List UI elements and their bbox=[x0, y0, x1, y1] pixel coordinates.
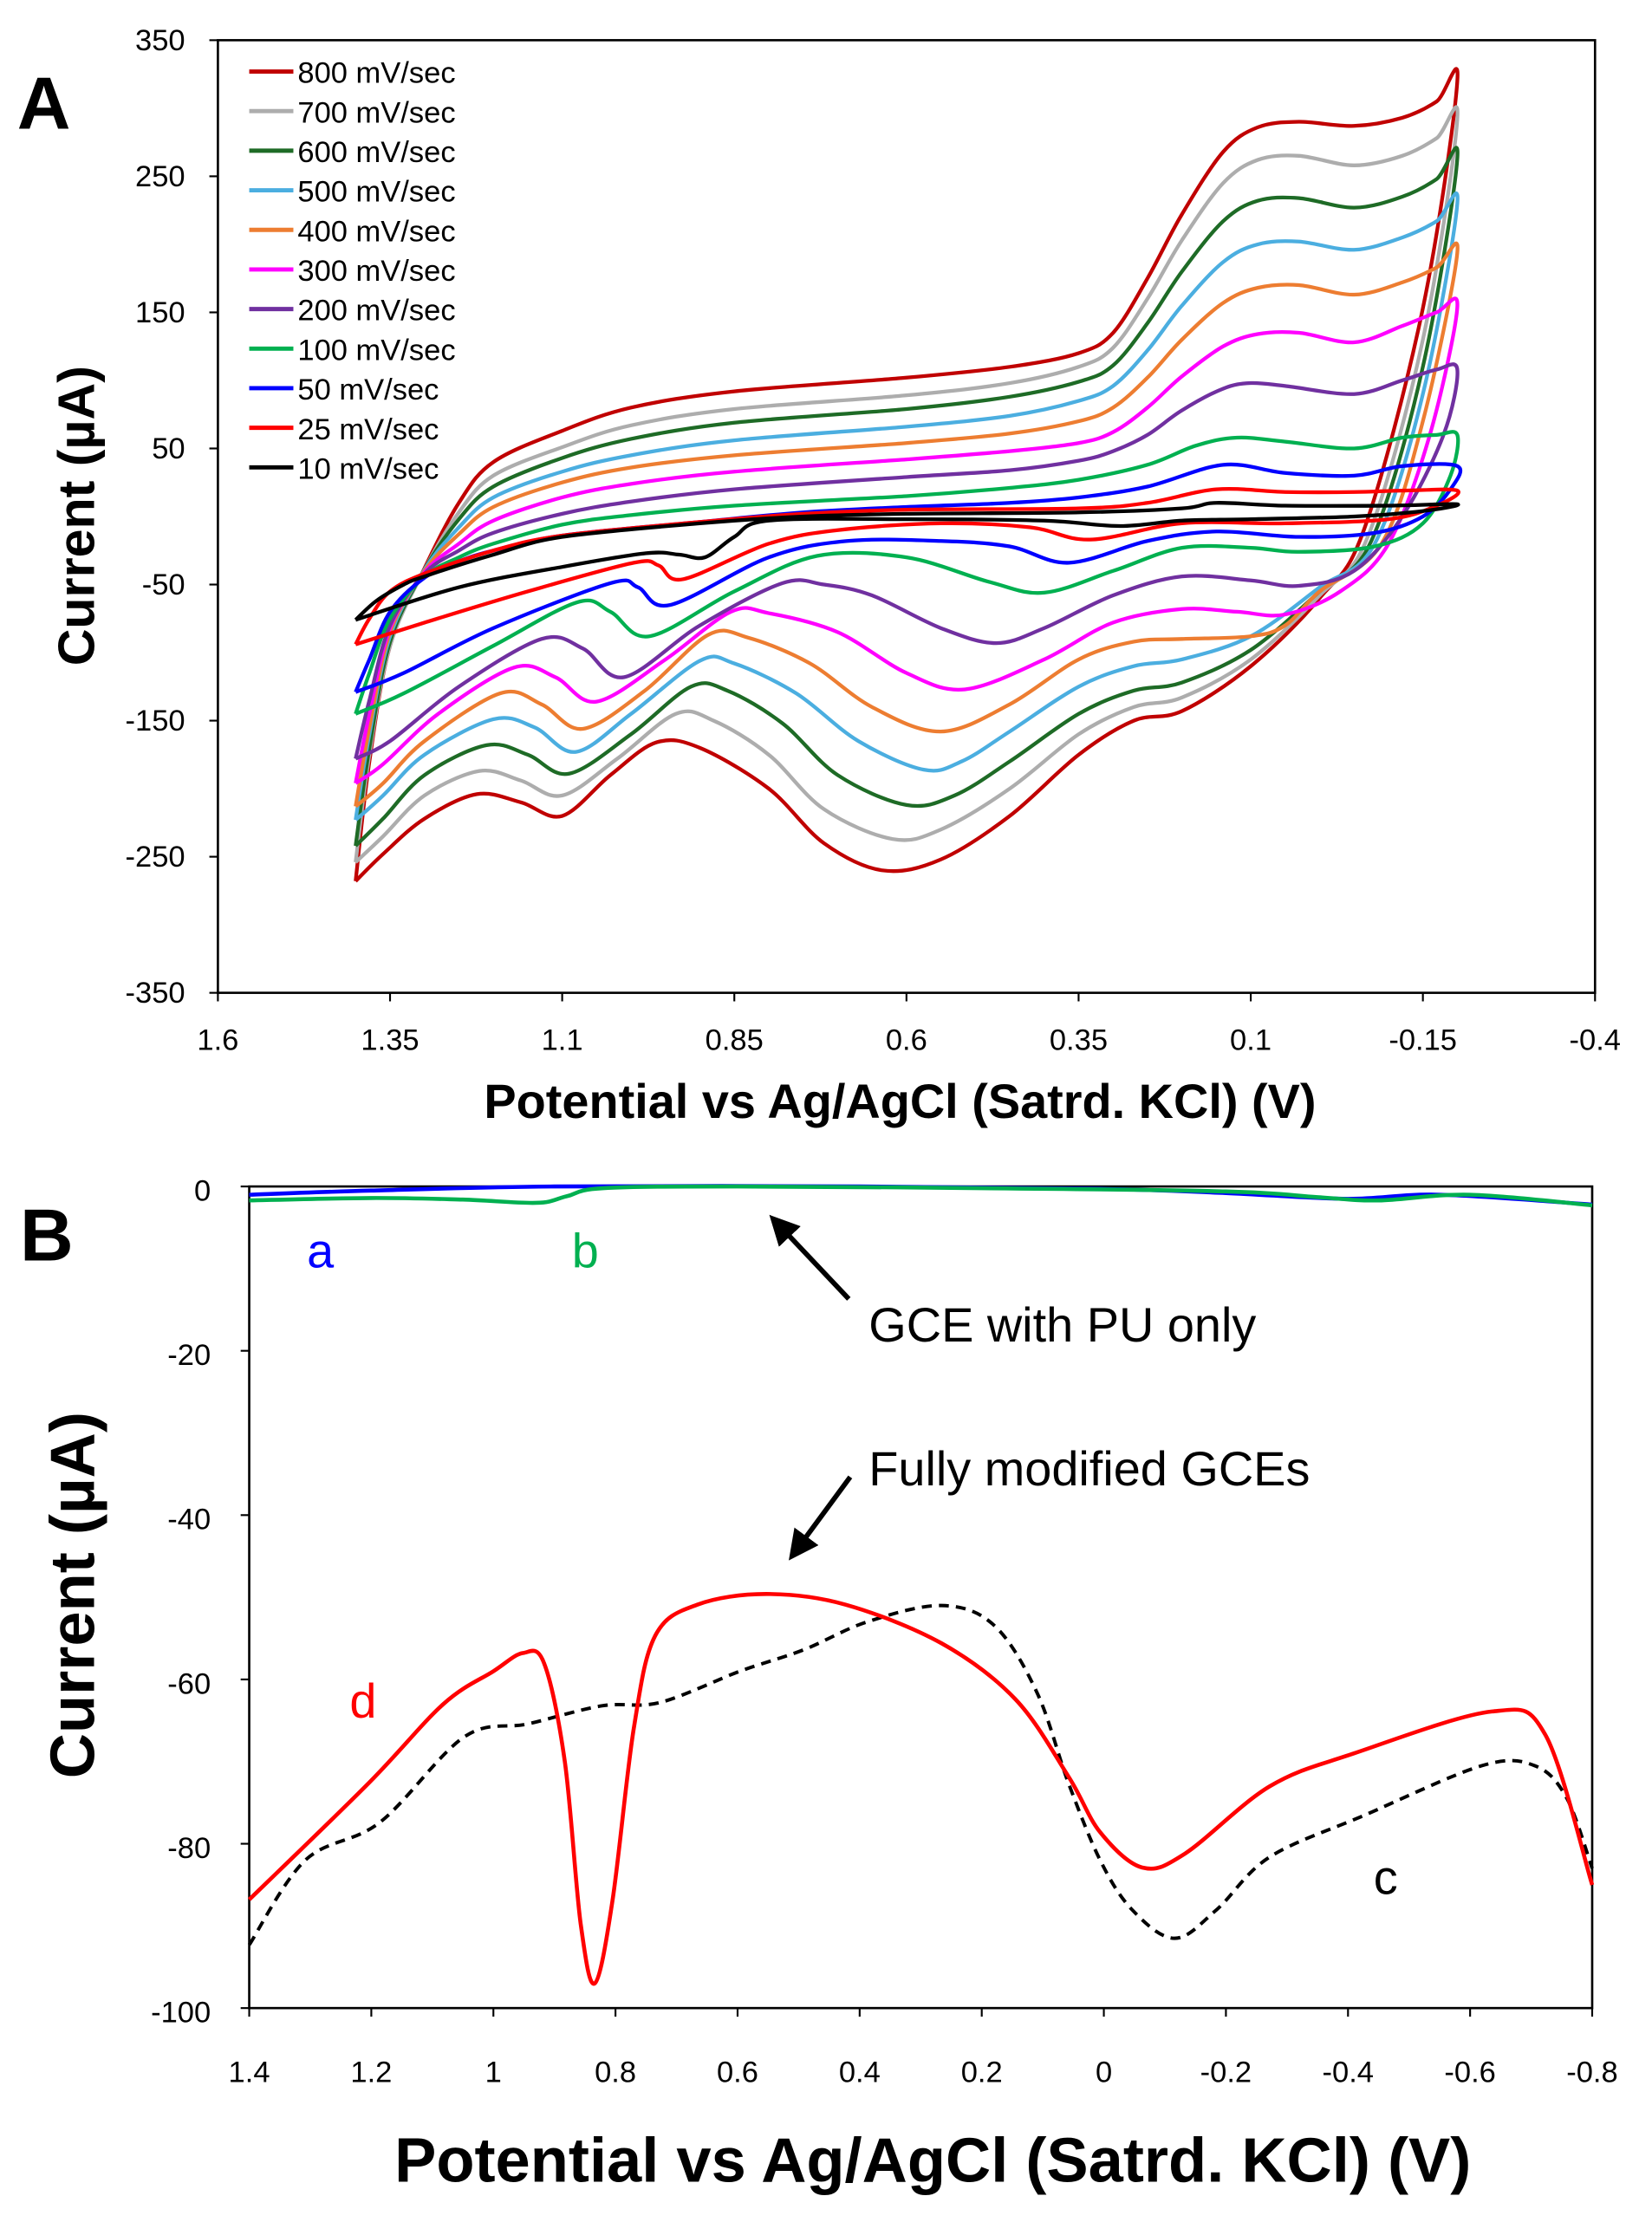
x-tick-label-b: -0.8 bbox=[1566, 2056, 1617, 2089]
legend-label: 500 mV/sec bbox=[297, 176, 455, 209]
x-tick-label-a: 0.85 bbox=[706, 1023, 764, 1056]
y-tick-label-a: 250 bbox=[135, 160, 185, 193]
y-tick-label-a: -150 bbox=[126, 705, 185, 737]
y-tick-label-a: -50 bbox=[142, 568, 185, 601]
y-tick-label-b: -60 bbox=[167, 1667, 211, 1700]
legend-label: 300 mV/sec bbox=[297, 255, 455, 288]
y-tick-label-a: -250 bbox=[126, 841, 185, 874]
legend-label: 25 mV/sec bbox=[297, 413, 439, 446]
x-tick-label-b: 1.4 bbox=[229, 2056, 270, 2089]
y-tick-label-b: -100 bbox=[151, 1997, 211, 2030]
x-tick-label-a: 0.35 bbox=[1050, 1023, 1108, 1056]
x-tick-label-b: -0.4 bbox=[1323, 2056, 1374, 2089]
x-tick-label-b: 0.6 bbox=[717, 2056, 758, 2089]
legend-label: 800 mV/sec bbox=[297, 57, 455, 90]
arrow-icon bbox=[789, 1475, 853, 1561]
x-tick-label-a: 0.6 bbox=[886, 1023, 927, 1056]
x-axis-title-a: Potential vs Ag/AgCl (Satrd. KCl) (V) bbox=[484, 1074, 1316, 1128]
cv-curve-500 bbox=[354, 192, 1460, 822]
x-tick-label-a: 1.6 bbox=[197, 1023, 238, 1056]
panel-label-b: B bbox=[20, 1195, 74, 1277]
legend-label: 700 mV/sec bbox=[297, 96, 455, 129]
x-tick-label-b: 0 bbox=[1096, 2056, 1112, 2089]
y-tick-label-b: -20 bbox=[167, 1339, 211, 1372]
curve-label-b: b bbox=[572, 1224, 599, 1278]
legend-label: 600 mV/sec bbox=[297, 136, 455, 169]
cv-curve-600 bbox=[354, 146, 1460, 848]
curve-label-a: a bbox=[307, 1224, 335, 1278]
x-tick-label-a: -0.4 bbox=[1570, 1023, 1621, 1056]
cv-curve-200 bbox=[354, 362, 1460, 761]
chart-a: 350 250 150 50 -50 -150 -250 -350 1.6 1.35 1.1 0.85… bbox=[17, 24, 1621, 1128]
x-tick-label-b: 0.2 bbox=[961, 2056, 1003, 2089]
legend-label: 200 mV/sec bbox=[297, 295, 455, 328]
panel-label-a: A bbox=[17, 62, 71, 145]
curve-label-c: c bbox=[1374, 1850, 1398, 1905]
y-tick-label-b: -80 bbox=[167, 1832, 211, 1865]
y-tick-label-a: -350 bbox=[126, 977, 185, 1010]
arrow-icon bbox=[769, 1214, 851, 1301]
cv-curve-300 bbox=[354, 296, 1460, 785]
x-tick-label-b: -0.6 bbox=[1444, 2056, 1495, 2089]
dpv-curve-d bbox=[247, 1592, 1595, 1986]
legend-label: 10 mV/sec bbox=[297, 452, 439, 485]
cv-curve-700 bbox=[354, 105, 1460, 864]
dpv-curve-b bbox=[249, 1184, 1593, 1208]
annotation-pu-only: GCE with PU only bbox=[868, 1297, 1256, 1352]
x-tick-label-b: 0.4 bbox=[839, 2056, 881, 2089]
x-tick-label-b: 1.2 bbox=[350, 2056, 392, 2089]
y-tick-label-a: 150 bbox=[135, 296, 185, 329]
cv-curve-50 bbox=[354, 462, 1463, 694]
x-axis-title-b: Potential vs Ag/AgCl (Satrd. KCl) (V) bbox=[394, 2127, 1471, 2196]
x-tick-label-a: -0.15 bbox=[1389, 1023, 1457, 1056]
curve-label-d: d bbox=[349, 1673, 376, 1728]
x-tick-label-a: 1.1 bbox=[542, 1023, 583, 1056]
y-tick-label-a: 350 bbox=[135, 24, 185, 57]
x-tick-label-b: 0.8 bbox=[595, 2056, 636, 2089]
x-tick-label-b: 1 bbox=[485, 2056, 502, 2089]
legend-label: 50 mV/sec bbox=[297, 374, 439, 406]
y-axis-title-b: Current (µA) bbox=[38, 1412, 107, 1778]
x-tick-label-a: 0.1 bbox=[1230, 1023, 1272, 1056]
y-tick-label-b: 0 bbox=[194, 1175, 211, 1208]
y-tick-label-a: 50 bbox=[152, 432, 185, 465]
y-tick-label-b: -40 bbox=[167, 1504, 211, 1537]
y-axis-title-a: Current (µA) bbox=[47, 366, 105, 666]
annotation-fully-modified: Fully modified GCEs bbox=[868, 1441, 1310, 1496]
cv-curve-10 bbox=[354, 501, 1460, 622]
legend-label: 400 mV/sec bbox=[297, 215, 455, 248]
x-tick-label-a: 1.35 bbox=[361, 1023, 419, 1056]
chart-b: 0 -20 -40 -60 -80 -100 1.4 1.2 1 0.8 0.6 0.4 0.2 0 -0.… bbox=[20, 1175, 1618, 2196]
legend-label: 100 mV/sec bbox=[297, 334, 455, 367]
cv-curve-100 bbox=[354, 430, 1460, 716]
x-tick-label-b: -0.2 bbox=[1200, 2056, 1252, 2089]
cv-curve-400 bbox=[354, 241, 1460, 809]
cv-curve-800 bbox=[354, 67, 1460, 883]
